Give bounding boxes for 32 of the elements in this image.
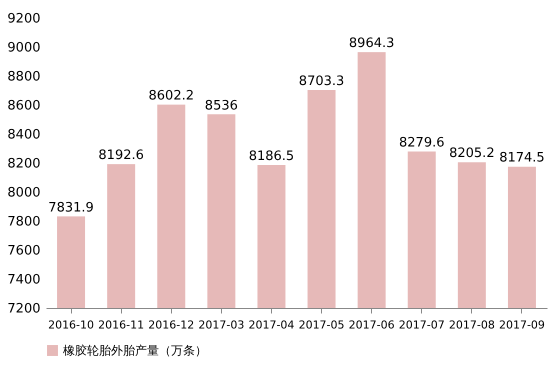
x-tick-label: 2017-08 [448, 318, 495, 332]
data-label: 8279.6 [399, 135, 444, 150]
data-label: 7831.9 [48, 200, 94, 216]
data-label: 8602.2 [148, 88, 194, 104]
x-tick-label: 2017-04 [248, 318, 294, 332]
y-tick-label: 8600 [7, 98, 40, 114]
x-tick-label: 2017-09 [498, 318, 545, 332]
y-tick-label: 8400 [7, 128, 40, 142]
x-tick-label: 2017-05 [298, 318, 345, 332]
y-tick-label: 7800 [7, 214, 40, 230]
x-tick-label: 2017-06 [348, 318, 395, 332]
data-label: 8964.3 [348, 36, 394, 52]
y-tick-label: 7400 [7, 272, 40, 288]
data-label: 8174.5 [499, 150, 545, 166]
y-tick-label: 8000 [7, 186, 40, 200]
y-tick-label: 9000 [7, 40, 40, 56]
y-tick-label: 8800 [7, 70, 40, 84]
x-tick-label: 2017-03 [198, 318, 244, 332]
x-tick-label: 2016-11 [98, 318, 144, 332]
data-label: 8186.5 [248, 148, 294, 164]
x-tick-label: 2017-07 [398, 318, 445, 332]
legend-label: 橡胶轮胎外胎产量（万条） [63, 344, 207, 358]
data-label: 8703.3 [298, 74, 344, 90]
y-tick-label: 9200 [7, 12, 40, 26]
y-tick-label: 7200 [7, 302, 40, 316]
x-tick-label: 2016-10 [48, 318, 94, 332]
data-label: 8205.2 [449, 146, 495, 162]
y-tick-label: 8200 [7, 156, 40, 172]
data-label: 8192.6 [98, 148, 144, 164]
y-tick-label: 7600 [7, 244, 40, 258]
data-label: 8536 [204, 98, 238, 114]
x-tick-label: 2016-12 [148, 318, 194, 332]
